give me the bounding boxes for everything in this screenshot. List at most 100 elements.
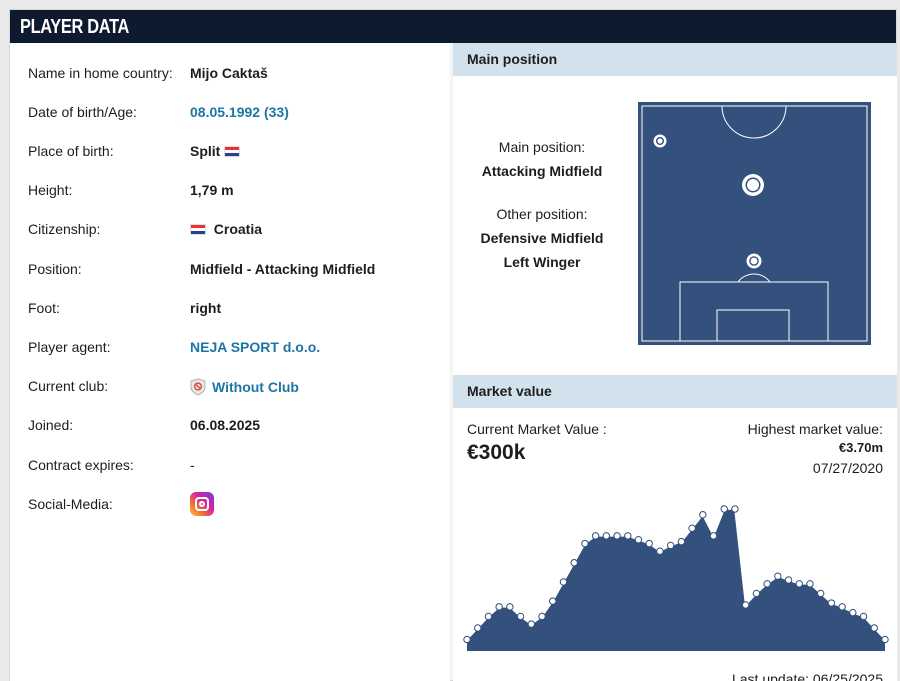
pitch-center-circle bbox=[721, 105, 787, 139]
club-text: Without Club bbox=[212, 379, 299, 395]
main-position-value: Attacking Midfield bbox=[481, 163, 603, 179]
market-value-point[interactable] bbox=[741, 601, 750, 609]
info-label: Place of birth: bbox=[28, 143, 114, 159]
market-value-point[interactable] bbox=[699, 511, 707, 519]
croatia-flag-icon bbox=[224, 146, 241, 157]
pitch-penalty-arc bbox=[737, 273, 771, 283]
market-value-point[interactable] bbox=[881, 635, 889, 644]
info-row-social: Social-Media: bbox=[28, 492, 448, 516]
info-row-citizenship: Citizenship: Croatia bbox=[28, 219, 448, 241]
main-position-label: Main position: bbox=[498, 139, 586, 155]
position-marker-left-winger-center bbox=[657, 138, 663, 144]
market-value-point[interactable] bbox=[538, 612, 546, 621]
market-value-point[interactable] bbox=[816, 589, 825, 598]
market-value-point[interactable] bbox=[559, 578, 568, 586]
market-value-point[interactable] bbox=[645, 539, 653, 548]
info-row-birthplace: Place of birth: Split bbox=[28, 141, 448, 163]
position-and-value-panel: Main position Main position: Attacking M… bbox=[453, 43, 897, 681]
info-label: Player agent: bbox=[28, 339, 111, 355]
player-info-panel: Name in home country: Mijo Caktaš Date o… bbox=[10, 43, 450, 681]
info-row-agent: Player agent: NEJA SPORT d.o.o. bbox=[28, 337, 448, 359]
info-value-position: Midfield - Attacking Midfield bbox=[190, 261, 376, 277]
croatia-flag-icon bbox=[190, 224, 206, 235]
without-club-icon bbox=[190, 378, 206, 396]
market-value-point[interactable] bbox=[838, 603, 846, 611]
instagram-frame bbox=[195, 497, 209, 511]
agent-link[interactable]: NEJA SPORT d.o.o. bbox=[190, 339, 321, 355]
dob-link[interactable]: 08.05.1992 (33) bbox=[190, 104, 289, 120]
main-position-header: Main position bbox=[453, 43, 897, 76]
info-label: Height: bbox=[28, 182, 73, 198]
market-value-point[interactable] bbox=[752, 589, 761, 598]
market-value-heading: Market value bbox=[467, 383, 552, 399]
market-value-point[interactable] bbox=[624, 532, 632, 540]
highest-market-value-date: 07/27/2020 bbox=[812, 460, 883, 476]
info-value-citizenship: Croatia bbox=[190, 221, 262, 237]
main-position-heading: Main position bbox=[467, 51, 558, 67]
market-value-point[interactable] bbox=[688, 524, 696, 532]
info-label: Position: bbox=[28, 261, 82, 277]
market-value-point[interactable] bbox=[474, 624, 482, 632]
market-value-point[interactable] bbox=[784, 576, 793, 584]
market-value-point[interactable] bbox=[795, 580, 803, 588]
market-value-point[interactable] bbox=[870, 624, 878, 632]
market-value-point[interactable] bbox=[516, 612, 525, 621]
market-value-point[interactable] bbox=[763, 580, 771, 588]
info-value-foot: right bbox=[190, 300, 222, 316]
birthplace-text: Split bbox=[190, 143, 221, 159]
market-value-point[interactable] bbox=[581, 539, 589, 548]
market-value-chart bbox=[463, 505, 889, 651]
info-label: Contract expires: bbox=[28, 457, 134, 473]
market-value-point[interactable] bbox=[720, 505, 728, 513]
club-link[interactable]: Without Club bbox=[190, 378, 299, 396]
current-market-value-label: Current Market Value : bbox=[467, 421, 607, 437]
info-row-joined: Joined: 06.08.2025 bbox=[28, 415, 448, 437]
market-value-point[interactable] bbox=[709, 532, 718, 540]
info-row-height: Height: 1,79 m bbox=[28, 180, 448, 202]
last-update-text: Last update: 06/25/2025 bbox=[731, 671, 883, 681]
market-value-point[interactable] bbox=[774, 572, 782, 580]
instagram-lens bbox=[199, 501, 205, 507]
other-position-label: Other position: bbox=[496, 206, 588, 222]
citizenship-text: Croatia bbox=[213, 221, 263, 237]
market-value-point[interactable] bbox=[859, 612, 868, 621]
info-row-club: Current club: Without Club bbox=[28, 376, 448, 398]
info-row-name: Name in home country: Mijo Caktaš bbox=[28, 63, 448, 85]
info-value-birthplace: Split bbox=[190, 143, 241, 159]
section-title: PLAYER DATA bbox=[20, 16, 130, 38]
market-value-point[interactable] bbox=[495, 603, 503, 611]
market-value-point[interactable] bbox=[849, 608, 857, 617]
market-value-point[interactable] bbox=[463, 635, 471, 644]
info-label: Citizenship: bbox=[28, 221, 101, 237]
market-value-point[interactable] bbox=[602, 532, 611, 540]
market-value-point[interactable] bbox=[731, 505, 739, 513]
info-row-dob: Date of birth/Age: 08.05.1992 (33) bbox=[28, 102, 448, 124]
market-value-point[interactable] bbox=[827, 599, 836, 607]
info-row-foot: Foot: right bbox=[28, 298, 448, 320]
info-value-name: Mijo Caktaš bbox=[190, 65, 268, 81]
other-position-value: Left Winger bbox=[503, 254, 581, 270]
market-value-area bbox=[467, 509, 885, 651]
market-value-point[interactable] bbox=[613, 532, 621, 540]
market-value-point[interactable] bbox=[549, 597, 557, 605]
market-value-point[interactable] bbox=[634, 536, 643, 544]
market-value-header: Market value bbox=[453, 375, 897, 408]
market-value-point[interactable] bbox=[656, 547, 664, 555]
market-value-point[interactable] bbox=[506, 603, 514, 611]
market-value-point[interactable] bbox=[666, 541, 675, 550]
market-value-point[interactable] bbox=[570, 559, 578, 567]
market-value-point[interactable] bbox=[484, 612, 493, 621]
market-value-point[interactable] bbox=[591, 532, 600, 540]
market-value-point[interactable] bbox=[527, 620, 536, 628]
market-value-point[interactable] bbox=[677, 537, 686, 546]
info-label: Joined: bbox=[28, 417, 74, 433]
info-value-height: 1,79 m bbox=[190, 182, 234, 198]
position-marker-defensive-midfield-center bbox=[750, 257, 758, 265]
highest-market-value: €3.70m bbox=[838, 440, 883, 455]
info-row-position: Position: Midfield - Attacking Midfield bbox=[28, 259, 448, 281]
market-value-point[interactable] bbox=[806, 580, 814, 588]
position-marker-attacking-midfield-center bbox=[747, 179, 759, 191]
info-label: Name in home country: bbox=[28, 65, 173, 81]
instagram-dot bbox=[206, 498, 208, 500]
instagram-icon[interactable] bbox=[190, 492, 214, 516]
